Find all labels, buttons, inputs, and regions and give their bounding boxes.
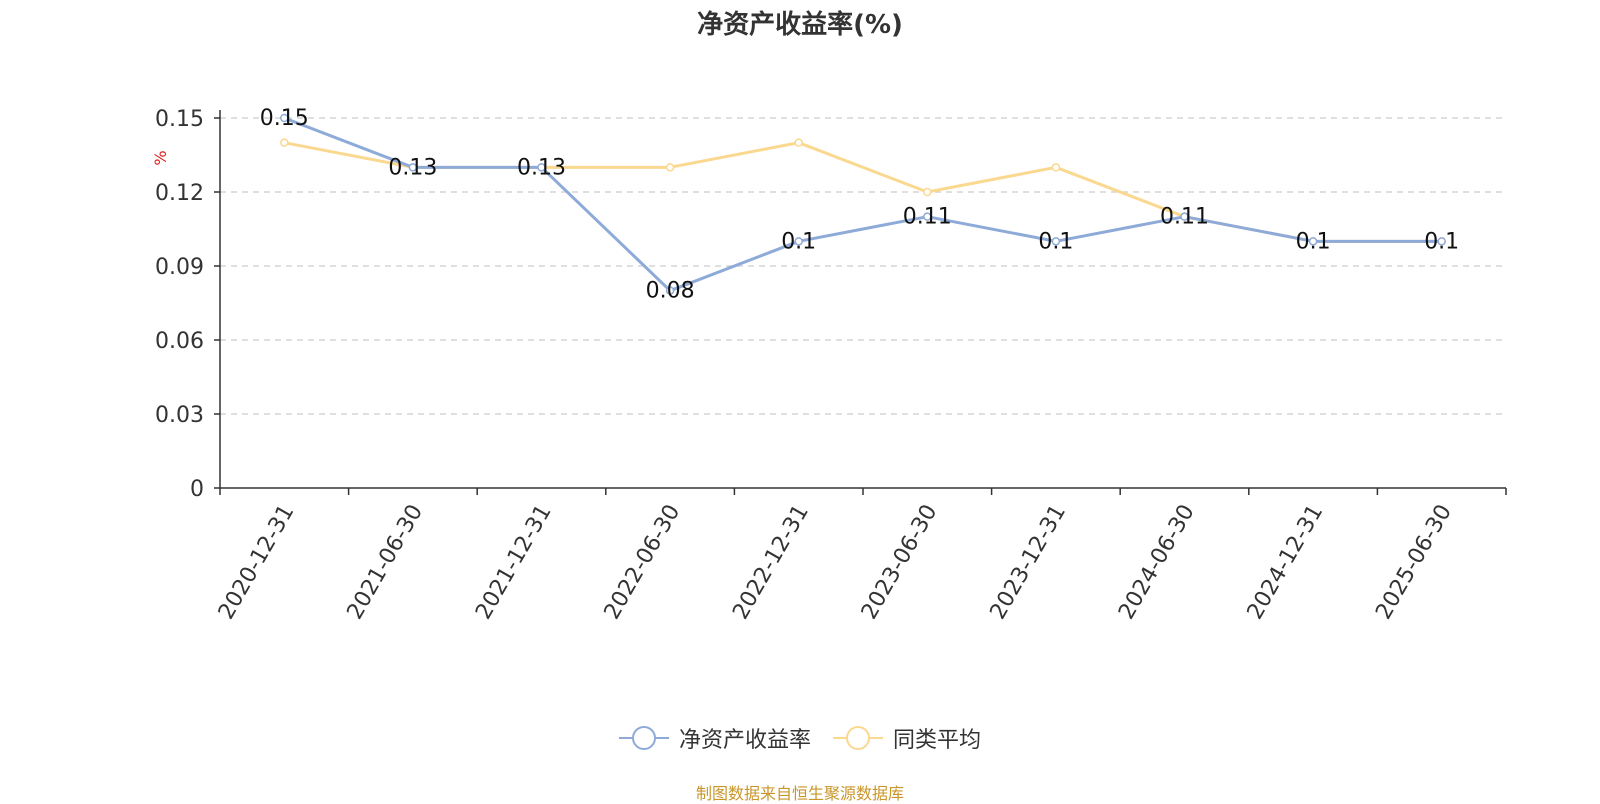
data-point-roe [665,286,675,295]
legend-label-roe: 净资产收益率 [678,728,811,753]
x-tick-label: 2022-06-30 [600,501,686,624]
data-point-peer-average [665,163,675,172]
x-tick-label: 2023-06-30 [857,501,943,624]
x-tick-label: 2022-12-31 [728,501,814,624]
x-tick-label: 2023-12-31 [986,501,1072,624]
y-tick-label: 0.03 [155,403,204,428]
data-point-peer-average [280,138,289,147]
y-tick-label: 0.06 [155,329,204,354]
legend-symbol-peer-average [833,725,883,751]
data-point-roe [923,212,932,221]
x-tick-label: 2025-06-30 [1371,501,1457,624]
chart-title: 净资产收益率(%) [697,10,903,40]
y-tick-label: 0.15 [155,107,204,132]
data-label-roe: 0.1 [1424,229,1459,254]
data-label-roe: 0.15 [260,106,309,131]
legend: 净资产收益率 同类平均 [0,722,1600,754]
y-axis-unit-label: % [151,150,170,165]
data-point-roe [1051,237,1061,246]
data-point-peer-average [794,138,803,147]
y-tick-label: 0.09 [155,255,204,280]
x-tick-label: 2021-12-31 [471,501,557,624]
legend-item-roe[interactable]: 净资产收益率 [618,722,811,754]
data-label-roe: 0.1 [781,229,816,254]
data-point-peer-average [1051,163,1061,172]
legend-item-peer-average[interactable]: 同类平均 [833,722,981,754]
data-point-roe [1308,237,1318,246]
data-label-roe: 0.11 [1160,205,1209,230]
data-label-roe: 0.13 [517,155,566,180]
legend-symbol-roe [618,725,669,751]
data-point-roe [1180,212,1189,221]
data-point-roe [794,237,803,246]
data-label-roe: 0.1 [1038,229,1073,254]
data-point-roe [1437,237,1446,246]
x-tick-label: 2024-12-31 [1243,501,1329,624]
x-tick-label: 2021-06-30 [343,501,429,624]
data-point-roe [280,113,289,123]
data-point-peer-average [923,187,932,197]
y-tick-label: 0.12 [155,181,204,206]
x-tick-label: 2024-06-30 [1114,501,1200,624]
data-label-roe: 0.1 [1296,229,1331,254]
data-point-roe [537,163,546,172]
legend-label-peer-average: 同类平均 [893,728,982,753]
x-tick-label: 2020-12-31 [214,501,300,624]
series-line-roe [283,116,1442,293]
data-label-roe: 0.08 [646,279,695,304]
y-tick-label: 0 [190,477,204,502]
source-note: 制图数据来自恒生聚源数据库 [695,784,904,803]
data-label-roe: 0.13 [388,155,437,180]
data-point-roe [408,163,418,172]
data-label-roe: 0.11 [903,205,952,230]
